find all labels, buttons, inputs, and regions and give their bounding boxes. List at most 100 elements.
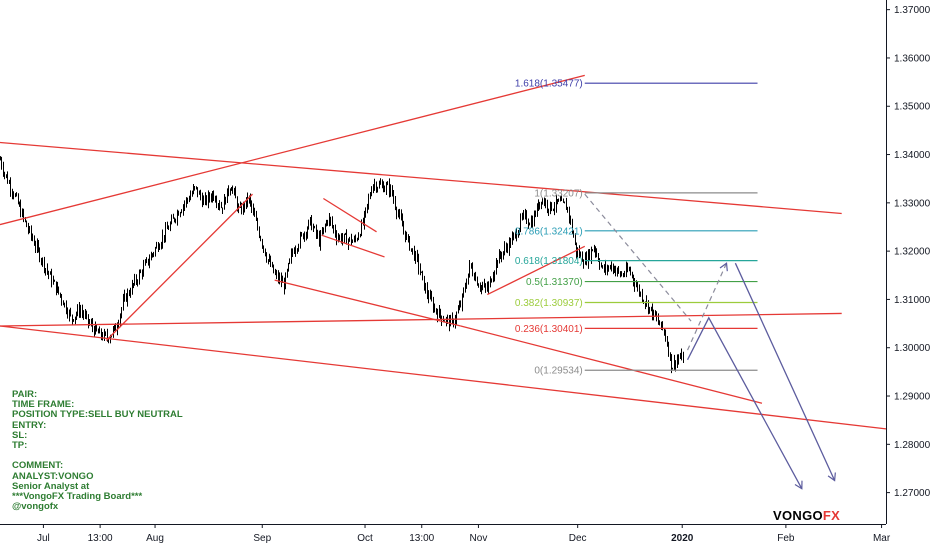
candle-body (365, 208, 366, 214)
y-tick-label: 1.32000 (894, 247, 931, 258)
candle-body (41, 260, 42, 262)
candle-body (28, 226, 29, 231)
candle-body (57, 286, 58, 293)
candle-body (436, 308, 437, 313)
candle-body (456, 312, 457, 321)
candle-body (273, 264, 274, 273)
candle-body (64, 303, 65, 306)
candle-body (230, 189, 231, 193)
candle-body (254, 211, 255, 217)
candle-body (338, 237, 339, 240)
candle-body (632, 273, 633, 276)
candle-body (92, 323, 93, 328)
candle-body (35, 245, 36, 248)
candle-body (205, 196, 206, 200)
candle-body (67, 311, 68, 317)
candle-body (37, 243, 38, 248)
candle-body (70, 311, 71, 315)
candle-body (538, 204, 539, 209)
candle-body (211, 198, 212, 200)
candle-body (123, 299, 124, 309)
candle-body (648, 301, 649, 311)
trendline (460, 325, 763, 404)
candle-body (373, 185, 374, 192)
candle-body (171, 217, 172, 224)
candle-body (477, 277, 478, 286)
candle-body (115, 325, 116, 331)
candle-body (675, 360, 676, 366)
candle-body (620, 271, 621, 276)
candle-body (292, 251, 293, 254)
candle-body (513, 234, 514, 237)
candle-body (251, 202, 252, 209)
candle-body (249, 196, 250, 202)
candle-body (427, 287, 428, 295)
candle-body (222, 207, 223, 210)
candle-body (401, 213, 402, 220)
candle-body (121, 308, 122, 315)
candle-body (231, 189, 232, 191)
candle-body (439, 309, 440, 318)
candle-body (566, 203, 567, 210)
trendline (274, 279, 461, 327)
candle-body (72, 314, 73, 320)
candle-body (433, 300, 434, 310)
candle-body (428, 294, 429, 299)
candle-body (659, 322, 660, 326)
candle-body (480, 287, 481, 289)
info-line: TIME FRAME: (12, 399, 75, 411)
trendline (0, 312, 842, 327)
candle-body (453, 319, 454, 325)
candle-body (165, 226, 166, 239)
info-line: ENTRY: (12, 419, 47, 431)
candle-body (47, 268, 48, 272)
candle-body (503, 251, 504, 257)
candle-body (569, 207, 570, 219)
candle-body (316, 226, 317, 235)
candle-body (671, 354, 672, 369)
candle-body (263, 246, 264, 249)
candle-body (284, 281, 285, 289)
candle-body (526, 213, 527, 223)
candle-body (268, 259, 269, 261)
candle-body (497, 260, 498, 264)
candle-body (159, 246, 160, 250)
candle-body (389, 183, 390, 193)
candle-body (91, 323, 92, 325)
candle-body (370, 194, 371, 198)
candle-body (332, 220, 333, 227)
x-tick-label: Oct (357, 533, 373, 544)
candle-body (298, 245, 299, 250)
candle-body (279, 277, 280, 281)
candle-body (551, 202, 552, 211)
candle-body (537, 204, 538, 216)
x-tick-label: Mar (873, 533, 891, 544)
y-tick-label: 1.35000 (894, 102, 931, 113)
candle-body (591, 249, 592, 259)
candle-body (54, 280, 55, 282)
candle-body (352, 241, 353, 243)
candle-body (129, 291, 130, 295)
candle-body (323, 227, 324, 233)
candle-body (314, 226, 315, 228)
candle-body (649, 307, 650, 311)
candle-body (664, 329, 665, 333)
fib-level-label: 0.786(1.32421) (515, 226, 583, 237)
fib-level-label: 0.618(1.31804) (515, 256, 583, 267)
candle-body (228, 188, 229, 193)
candle-body (291, 253, 292, 260)
candle-body (124, 294, 125, 300)
candle-body (405, 230, 406, 239)
candle-body (308, 220, 309, 229)
info-line: @vongofx (12, 501, 59, 513)
candle-body (341, 236, 342, 242)
brand-part-2: FX (822, 508, 841, 523)
y-tick-label: 1.28000 (894, 440, 931, 451)
candle-body (507, 247, 508, 251)
candle-body (643, 300, 644, 303)
candle-body (333, 226, 334, 229)
x-tick-label: 13:00 (88, 533, 113, 544)
candle-body (270, 259, 271, 267)
candle-body (288, 263, 289, 271)
